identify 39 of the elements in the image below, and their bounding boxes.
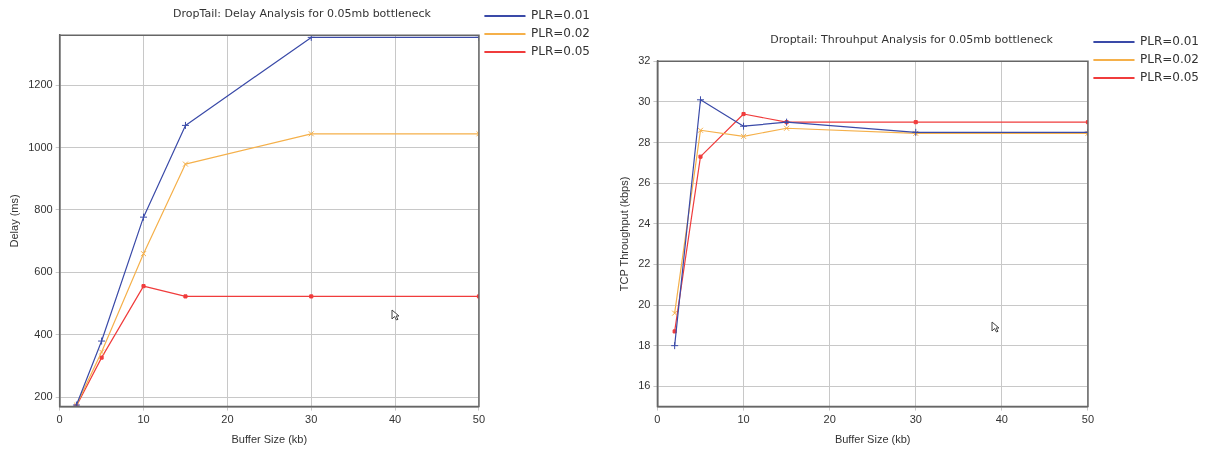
y-tick-label: 22 [638,257,651,270]
x-tick-label: 40 [995,413,1008,426]
legend-label: PLR=0.05 [1139,70,1200,85]
x-tick-label: 0 [654,413,661,426]
y-tick-label: 18 [638,338,651,351]
chart-title: DropTail: Delay Analysis for 0.05mb bottleneck [173,7,432,21]
y-tick-label: 28 [638,135,651,148]
y-tick-label: 26 [638,176,651,189]
legend-label: PLR=0.01 [530,8,591,23]
x-tick-label: 30 [909,413,922,426]
x-tick-label: 30 [305,413,318,426]
legend-label: PLR=0.05 [530,44,591,59]
y-tick-label: 30 [638,94,651,107]
y-axis-title: Delay (ms) [7,194,20,248]
chart-title: Droptail: Throuhput Analysis for 0.05mb bottleneck [770,33,1054,47]
y-tick-label: 200 [34,390,53,403]
x-tick-label: 50 [472,413,486,426]
x-tick-label: 50 [1081,413,1095,426]
y-tick-label: 1200 [28,78,53,91]
x-tick-label: 20 [823,413,836,426]
legend-label: PLR=0.02 [530,26,591,41]
y-tick-label: 1000 [28,140,53,153]
y-tick-label: 400 [34,327,53,340]
x-tick-label: 10 [137,413,150,426]
y-tick-label: 600 [34,265,53,278]
y-axis-title: TCP Throughput (kbps) [617,176,630,292]
x-tick-label: 40 [388,413,402,426]
legend-label: PLR=0.01 [1139,34,1200,49]
x-tick-label: 10 [737,413,750,426]
x-axis-title: Buffer Size (kb) [834,433,911,446]
legend-label: PLR=0.02 [1139,52,1200,67]
y-tick-label: 800 [34,203,53,216]
y-tick-label: 32 [638,54,651,67]
x-tick-label: 20 [221,413,234,426]
y-tick-label: 16 [638,379,651,392]
x-axis-title: Buffer Size (kb) [231,433,308,446]
y-tick-label: 20 [638,298,651,311]
x-tick-label: 0 [56,413,63,426]
y-tick-label: 24 [638,216,651,229]
